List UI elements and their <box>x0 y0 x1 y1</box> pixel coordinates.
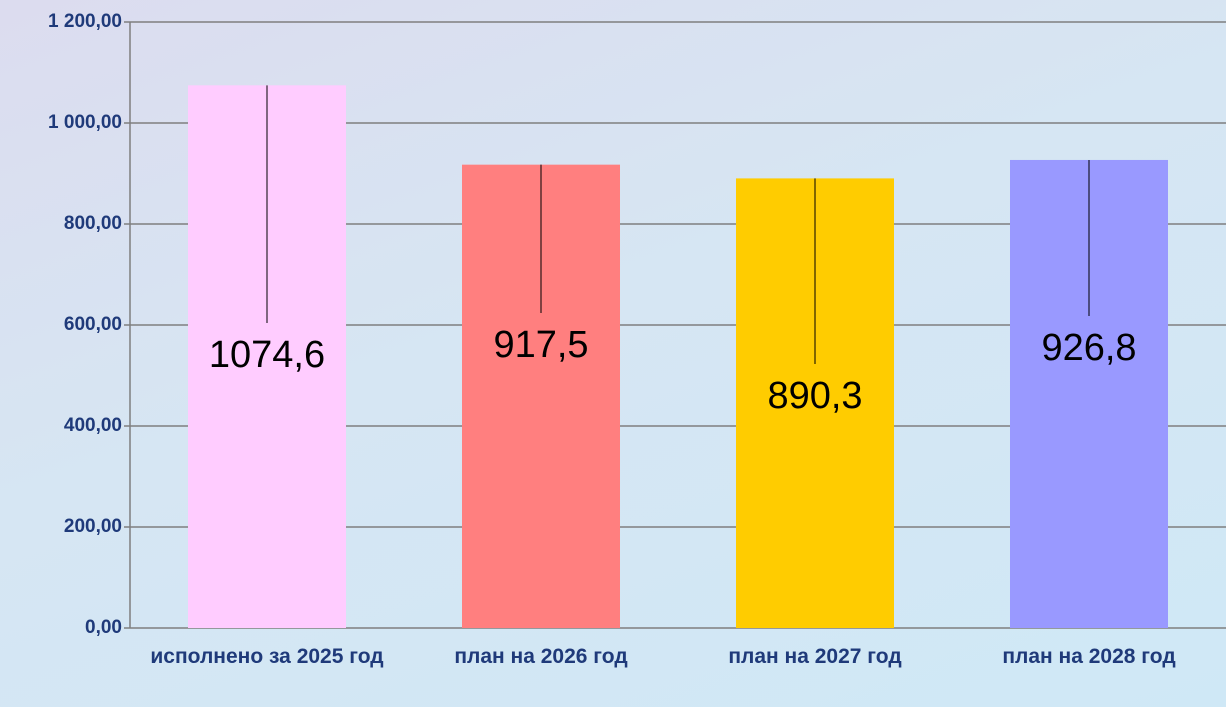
value-label: 917,5 <box>493 324 588 366</box>
y-tick-label: 600,00 <box>64 314 122 335</box>
y-tick-label: 800,00 <box>64 213 122 234</box>
x-tick-label: исполнено за 2025 год <box>150 645 384 668</box>
value-label: 926,8 <box>1041 327 1136 369</box>
value-label: 890,3 <box>767 375 862 417</box>
x-tick-label: план на 2028 год <box>1002 645 1176 668</box>
y-tick-label: 1 000,00 <box>48 112 122 133</box>
y-tick-label: 400,00 <box>64 415 122 436</box>
x-tick-label: план на 2026 год <box>454 645 628 668</box>
x-tick-label: план на 2027 год <box>728 645 902 668</box>
y-tick-label: 1 200,00 <box>48 11 122 32</box>
y-tick-label: 200,00 <box>64 516 122 537</box>
value-label: 1074,6 <box>209 334 325 376</box>
y-tick-label: 0,00 <box>85 617 122 638</box>
